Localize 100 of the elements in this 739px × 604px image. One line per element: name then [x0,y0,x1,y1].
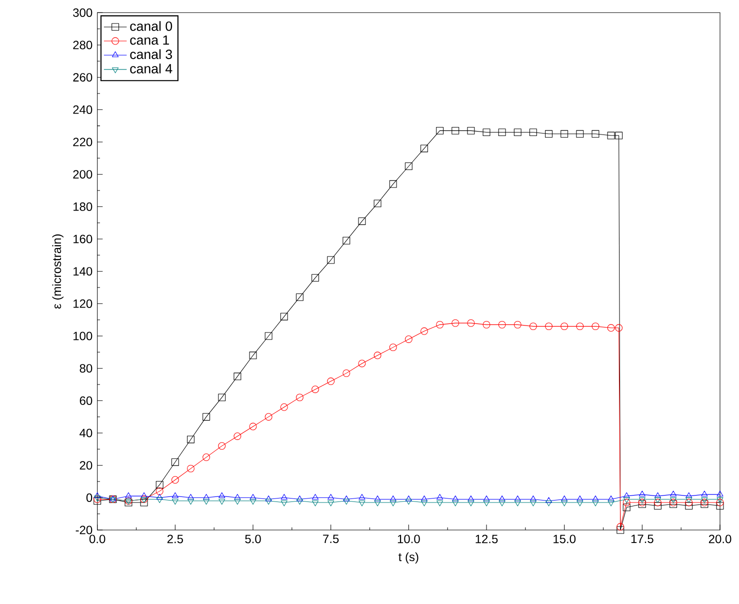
point [608,496,614,502]
point [545,322,553,330]
point [685,498,693,506]
point [592,500,599,506]
point [156,480,164,488]
point [716,502,724,510]
point [312,494,319,500]
point [615,324,623,332]
point [529,322,537,330]
point [374,200,382,208]
point [654,498,662,506]
point [327,256,335,264]
point [670,497,677,504]
point [280,500,288,506]
y-tick-label: 0 [86,493,92,502]
point [218,498,226,505]
point [608,500,614,506]
point [622,504,630,512]
point [654,497,662,504]
x-tick-label: 17.5 [631,534,654,544]
point [390,496,396,502]
point [374,500,381,506]
point [343,496,350,502]
x-tick-label: 5.0 [245,534,261,544]
point [328,494,334,500]
legend-label: canal 3 [130,49,172,60]
point [327,378,335,385]
point [390,500,396,506]
point [312,386,320,394]
point [218,492,226,498]
point [249,352,257,360]
point [280,403,288,411]
point [514,320,522,328]
point [452,319,460,327]
point [436,500,444,506]
point [701,497,708,504]
point [670,490,677,496]
point [203,498,210,505]
point [529,128,537,136]
point [234,372,242,380]
point [218,394,226,402]
point [156,487,164,495]
point [716,498,724,506]
point [686,497,692,504]
point [280,312,288,320]
point [358,494,366,500]
point [561,496,568,502]
point [420,327,428,335]
point [592,496,599,502]
point [452,126,460,134]
y-tick-label: 280 [73,40,92,50]
point [514,128,522,136]
point [560,322,568,330]
x-tick-label: 2.5 [167,534,184,544]
point [342,236,350,244]
point [202,454,210,461]
point [328,500,334,506]
legend-label: canal 4 [130,64,172,74]
point [467,126,475,134]
point [343,498,350,505]
point [265,496,272,502]
legend-label: canal 0 [130,21,172,31]
point [685,502,693,510]
point [358,500,366,506]
point [280,494,288,500]
point [592,130,600,138]
x-tick-label: 12.5 [476,534,498,544]
point [654,502,662,510]
point [264,332,272,340]
point [576,130,584,138]
point [389,180,397,188]
point [312,274,320,282]
point [405,498,412,505]
point [296,293,304,301]
point [264,413,272,421]
point [171,476,179,484]
point [622,498,630,506]
point [514,496,521,502]
point [172,492,178,498]
x-tick-label: 20.0 [708,534,732,544]
point [202,413,210,421]
point [468,496,474,502]
point [452,496,459,502]
point [576,500,584,506]
point [483,500,490,506]
point [404,162,412,170]
y-tick-label: 160 [74,234,92,244]
point [592,322,600,330]
x-axis-title: t (s) [398,552,418,564]
point [436,320,444,328]
point [156,497,163,504]
point [374,352,382,360]
point [172,498,178,505]
point [374,496,381,502]
y-tick-label: 300 [73,8,92,17]
point [530,496,536,502]
y-axis-title: ε (microstrain) [52,234,64,309]
y-tick-label: 80 [80,364,92,373]
point [607,324,615,332]
point [420,496,428,502]
